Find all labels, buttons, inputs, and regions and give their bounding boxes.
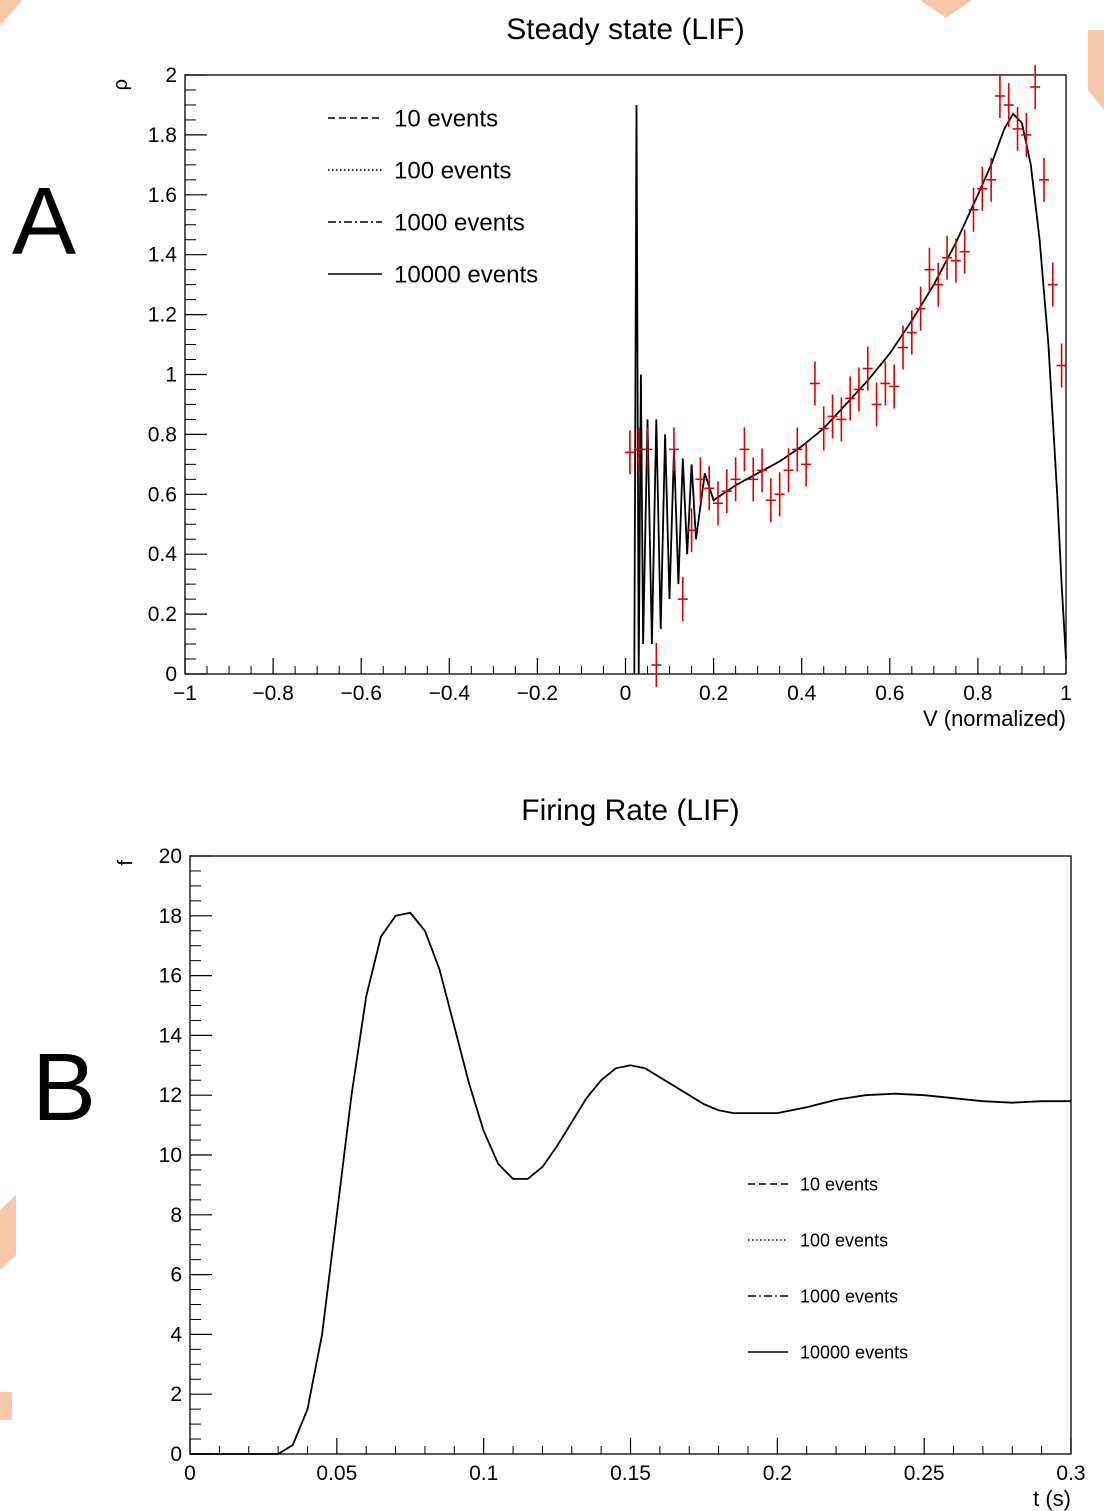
y-tick-label: 0 (170, 1443, 182, 1466)
x-tick-label: 0.25 (904, 1462, 945, 1485)
y-tick-label: 1.2 (148, 304, 177, 327)
y-tick-label: 4 (170, 1323, 182, 1346)
y-tick-label: 0 (165, 663, 177, 686)
legend-label-1: 10 events (394, 105, 498, 132)
plot-frame (189, 855, 1072, 1455)
x-tick-label: 0.2 (699, 682, 728, 705)
legend-label-3: 1000 events (800, 1286, 898, 1306)
firing-rate-chart: Firing Rate (LIF) 0 0.05 0.1 0.15 0.2 0.25 0.3 0… (115, 794, 1086, 1511)
series-line-4 (633, 104, 1067, 675)
y-tick-label: 0.2 (148, 603, 177, 626)
panel-label-a: A (12, 168, 77, 275)
y-tick-label: 18 (159, 905, 182, 928)
x-axis-label: V (normalized) (923, 706, 1066, 731)
y-tick-label: 1.4 (148, 244, 178, 267)
x-tick-label: −0.2 (517, 682, 558, 705)
x-tick-label: 0.15 (610, 1462, 651, 1485)
corner-decoration-left-bottom (0, 1392, 12, 1420)
series-line-4 (190, 911, 1071, 1455)
y-tick-label: 16 (159, 965, 182, 988)
y-tick-label: 14 (159, 1024, 183, 1047)
y-axis-label: ρ (110, 79, 132, 90)
y-tick-label: 0.8 (148, 423, 177, 446)
x-tick-label: −0.4 (429, 682, 471, 705)
corner-decoration-left-mid (0, 1195, 16, 1270)
legend-label-2: 100 events (394, 157, 511, 184)
plot-frame (184, 74, 1067, 675)
y-axis-label: f (115, 860, 137, 866)
x-tick-label: 1 (1060, 682, 1072, 705)
x-tick-label: −0.8 (252, 682, 293, 705)
x-tick-label: 0.05 (316, 1462, 357, 1485)
steady-state-chart: Steady state (LIF) −1 −0.8 −0.6 −0.4 −0.2 0 0.2… (110, 13, 1072, 731)
y-tick-label: 1.6 (148, 184, 177, 207)
x-tick-label: 0.4 (787, 682, 817, 705)
x-tick-label: 0 (184, 1462, 196, 1485)
x-tick-label: −0.6 (340, 682, 381, 705)
y-tick-label: 12 (159, 1084, 182, 1107)
corner-decoration-top-right-2 (1088, 30, 1104, 110)
legend-label-2: 100 events (800, 1230, 888, 1250)
chart-title: Firing Rate (LIF) (521, 794, 739, 827)
y-tick-label: 6 (170, 1264, 182, 1287)
y-tick-label: 0.6 (148, 483, 177, 506)
x-tick-label: 0.3 (1056, 1462, 1085, 1485)
x-tick-label: 0.8 (963, 682, 992, 705)
legend-label-1: 10 events (800, 1174, 878, 1194)
legend-label-4: 10000 events (800, 1342, 908, 1362)
panel-label-b: B (32, 1034, 97, 1141)
corner-decoration-top-right-1 (920, 0, 972, 18)
y-tick-label: 10 (159, 1144, 182, 1167)
legend-label-3: 1000 events (394, 209, 525, 236)
y-tick-label: 8 (170, 1204, 182, 1227)
x-tick-label: 0 (620, 682, 632, 705)
x-axis-label: t (s) (1033, 1486, 1071, 1511)
chart-title: Steady state (LIF) (506, 13, 744, 46)
y-tick-label: 2 (165, 64, 177, 87)
y-tick-label: 0.4 (148, 543, 178, 566)
y-tick-label: 1 (165, 364, 177, 387)
x-tick-label: 0.1 (469, 1462, 498, 1485)
x-tick-label: 0.6 (875, 682, 904, 705)
x-tick-label: 0.2 (763, 1462, 792, 1485)
y-tick-label: 20 (159, 845, 182, 868)
legend-label-4: 10000 events (394, 261, 538, 288)
corner-decoration-top-left (0, 0, 22, 26)
y-tick-label: 2 (170, 1383, 182, 1406)
x-tick-label: −1 (173, 682, 197, 705)
y-tick-label: 1.8 (148, 124, 177, 147)
